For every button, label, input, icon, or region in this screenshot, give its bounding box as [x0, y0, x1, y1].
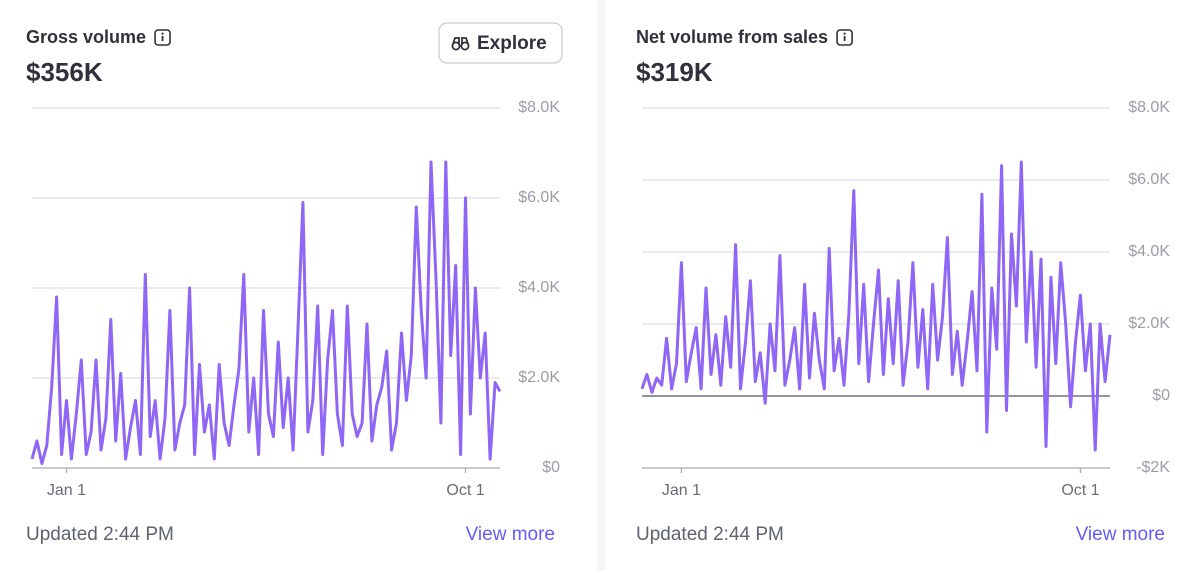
- y-tick-label: -$2K: [1136, 459, 1170, 476]
- x-tick-label: Oct 1: [446, 482, 484, 499]
- card-title: Gross volume: [26, 27, 146, 47]
- explore-button[interactable]: Explore: [438, 22, 563, 64]
- button-box[interactable]: [438, 22, 563, 64]
- binocular-top: [452, 37, 469, 45]
- card-title: Net volume from sales: [636, 27, 828, 47]
- y-tick-label: $6.0K: [518, 189, 560, 206]
- data-line: [30, 160, 502, 465]
- y-tick-label: $6.0K: [1128, 171, 1170, 188]
- updated-footer: Updated 2:44 PM: [26, 524, 174, 545]
- y-tick-label: $4.0K: [518, 279, 560, 296]
- y-tick-label: $4.0K: [1128, 243, 1170, 260]
- total-value: $319K: [636, 57, 713, 87]
- view-more-link[interactable]: View more: [466, 524, 555, 545]
- binocular-right: [460, 41, 470, 51]
- y-tick-label: $0: [1152, 387, 1170, 404]
- y-tick-label: $0: [542, 459, 560, 476]
- total-value: $356K: [26, 57, 103, 87]
- button-label[interactable]: Explore: [477, 33, 547, 54]
- info-box: [154, 29, 171, 46]
- updated-footer: Updated 2:44 PM: [636, 524, 784, 545]
- x-tick-label: Jan 1: [662, 482, 701, 499]
- y-tick-label: $2.0K: [1128, 315, 1170, 332]
- info-box: [836, 29, 853, 46]
- info-dot: [161, 32, 164, 35]
- binocular-left: [451, 41, 461, 51]
- divider: [597, 0, 606, 571]
- info-icon: [836, 29, 853, 46]
- view-more-link[interactable]: View more: [1076, 524, 1165, 545]
- y-tick-label: $8.0K: [1128, 99, 1170, 116]
- y-tick-label: $8.0K: [518, 99, 560, 116]
- x-tick-label: Oct 1: [1061, 482, 1099, 499]
- info-icon: [154, 29, 171, 46]
- info-dot: [843, 32, 846, 35]
- x-tick-label: Jan 1: [47, 482, 86, 499]
- data-line: [640, 160, 1112, 452]
- y-tick-label: $2.0K: [518, 369, 560, 386]
